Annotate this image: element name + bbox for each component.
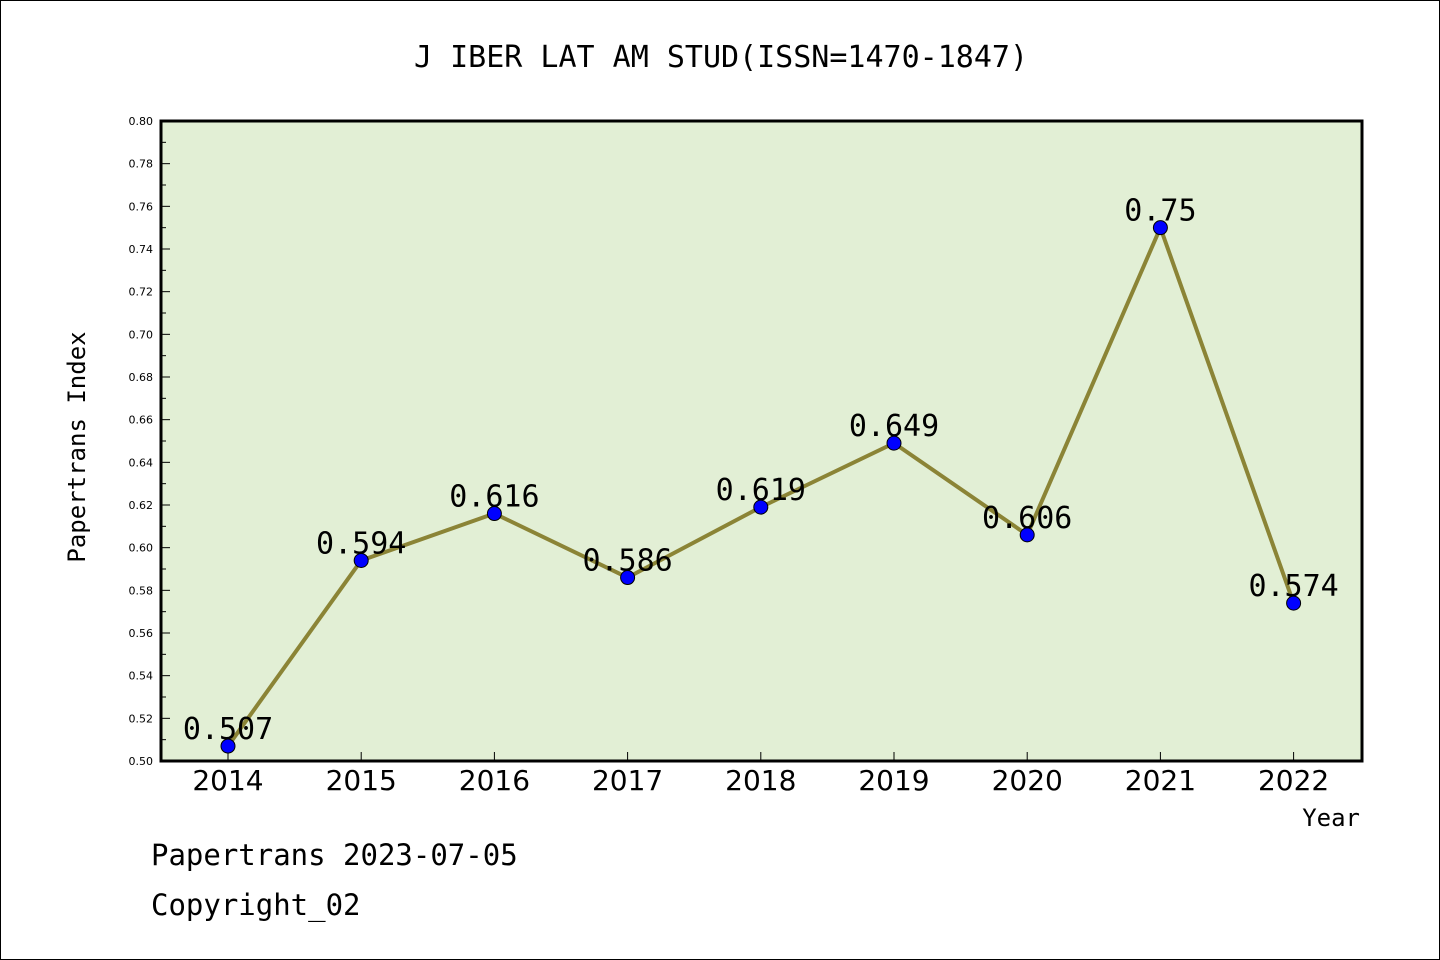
y-tick-label: 0.50 (129, 755, 154, 768)
y-tick-label: 0.80 (129, 115, 154, 128)
x-tick-label: 2020 (992, 764, 1063, 797)
y-tick-label: 0.68 (129, 371, 154, 384)
x-tick-label: 2018 (725, 764, 796, 797)
data-point (486, 506, 502, 522)
y-tick-label: 0.60 (129, 542, 154, 555)
x-tick-label: 2014 (192, 764, 263, 797)
x-axis-label: Year (1302, 804, 1360, 832)
y-tick-label: 0.58 (129, 584, 154, 597)
data-point (220, 738, 236, 754)
y-tick-label: 0.70 (129, 328, 154, 341)
data-label: 0.606 (982, 501, 1072, 536)
data-label: 0.616 (449, 480, 539, 515)
x-tick-label: 2016 (459, 764, 530, 797)
data-label: 0.619 (716, 473, 806, 508)
data-label: 0.586 (582, 544, 672, 579)
x-tick-label: 2021 (1125, 764, 1196, 797)
y-tick-label: 0.54 (129, 670, 154, 683)
y-tick-label: 0.56 (129, 627, 154, 640)
y-tick-label: 0.66 (129, 414, 154, 427)
footer-date: Papertrans 2023-07-05 (151, 838, 518, 872)
x-tick-label: 2019 (858, 764, 929, 797)
data-point (1286, 595, 1302, 611)
x-tick-label: 2017 (592, 764, 663, 797)
data-point (886, 435, 902, 451)
y-tick-label: 0.64 (129, 456, 154, 469)
y-tick-label: 0.52 (129, 712, 154, 725)
data-point (1019, 527, 1035, 543)
y-tick-label: 0.76 (129, 200, 154, 213)
chart-title: J IBER LAT AM STUD(ISSN=1470-1847) (414, 40, 1028, 75)
y-axis: 0.50 0.52 0.54 0.56 0.58 0.60 0.62 0.64 0.66 0.68… (129, 115, 170, 768)
data-point (353, 552, 369, 568)
data-label: 0.594 (316, 526, 406, 561)
x-axis: 2014 2015 2016 2017 2018 2019 2020 2021 2022 (192, 752, 1329, 797)
x-tick-label: 2022 (1258, 764, 1329, 797)
data-label: 0.507 (183, 712, 273, 747)
footer-copyright: Copyright_02 (151, 888, 361, 923)
data-point (620, 570, 636, 586)
data-point (753, 499, 769, 515)
x-tick-label: 2015 (326, 764, 397, 797)
data-labels: 0.507 0.594 0.616 0.586 0.619 0.649 0.606 0.75 0… (183, 194, 1339, 747)
y-tick-label: 0.72 (129, 286, 154, 299)
y-tick-label: 0.74 (129, 243, 154, 256)
data-label: 0.75 (1124, 194, 1196, 229)
data-point (1152, 220, 1168, 236)
series-markers (220, 220, 1302, 754)
data-label: 0.649 (849, 409, 939, 444)
y-tick-label: 0.78 (129, 158, 154, 171)
y-axis-label: Papertrans Index (63, 331, 91, 562)
y-tick-label: 0.62 (129, 499, 154, 512)
data-label: 0.574 (1248, 569, 1338, 604)
